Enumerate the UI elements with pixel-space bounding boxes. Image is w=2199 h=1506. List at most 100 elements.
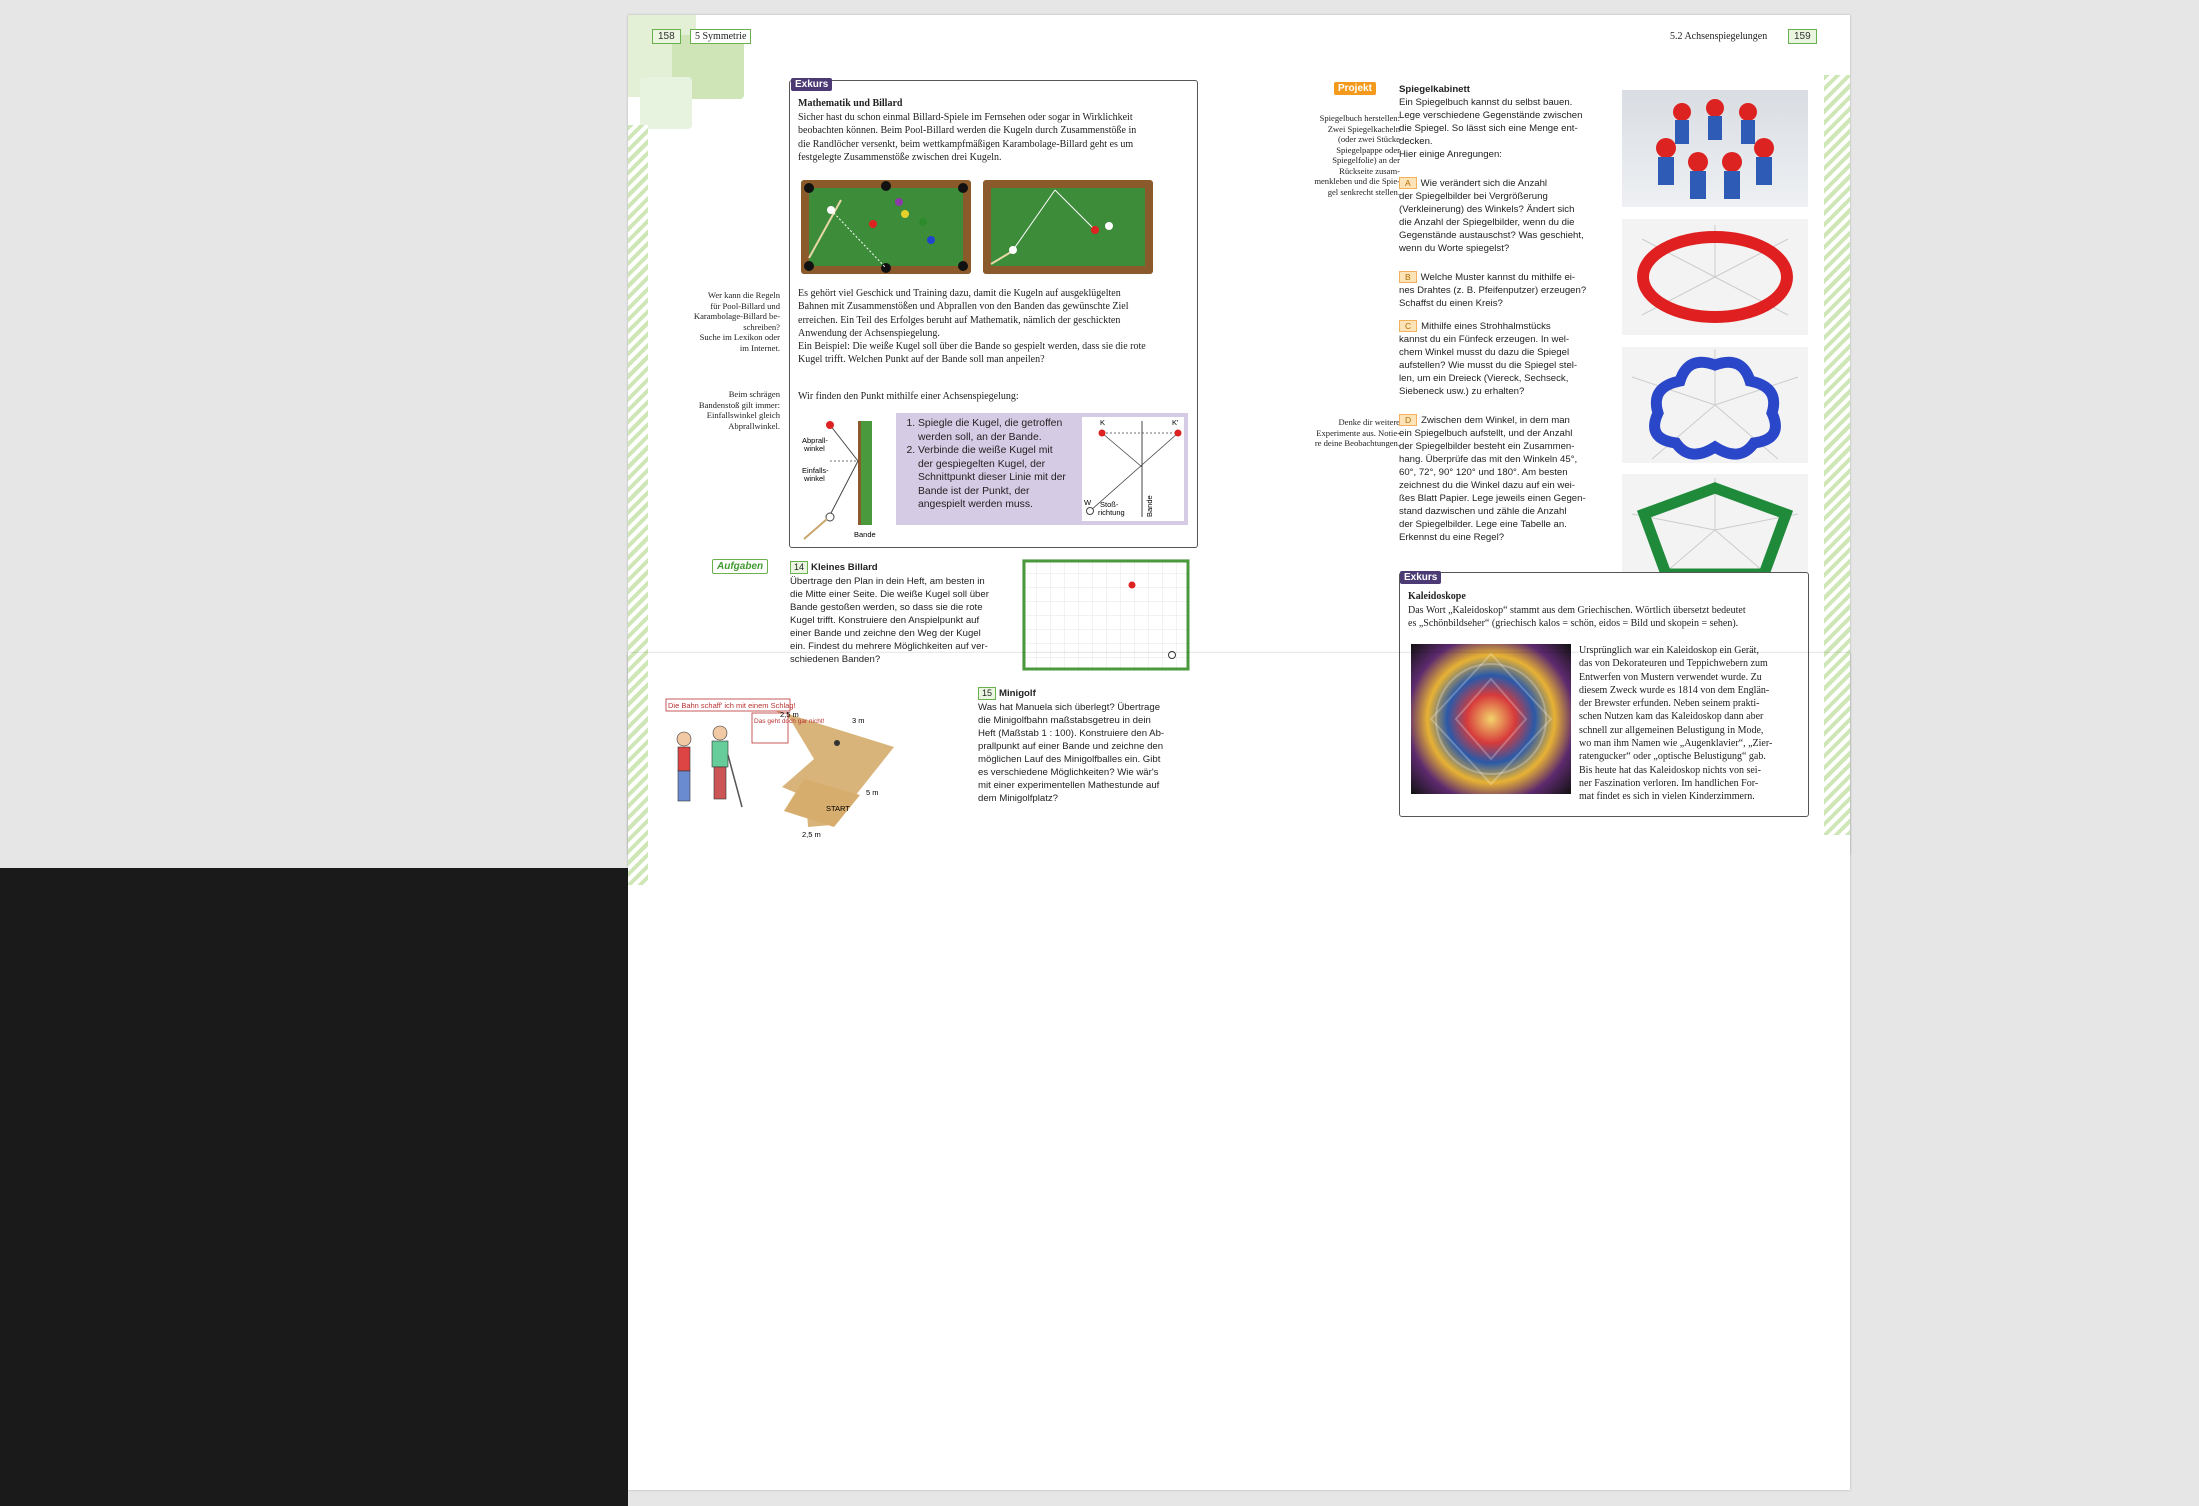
ball-k bbox=[1098, 429, 1106, 437]
dim-25m-bottom: 2,5 m bbox=[802, 830, 821, 839]
photo-red-circle bbox=[1622, 219, 1808, 335]
line-k bbox=[1101, 432, 1143, 468]
cushion-border bbox=[1022, 653, 1190, 671]
text-line: D Zwischen dem Winkel, in dem man bbox=[1399, 414, 1604, 427]
text-line: Mithilfe eines Strohhalmstücks bbox=[1421, 321, 1551, 332]
ball-green bbox=[919, 218, 927, 226]
text-line: ein. Findest du mehrere Möglichkeiten au… bbox=[790, 641, 988, 652]
text-line: 60°, 72°, 90° 120° und 180°. Am besten bbox=[1399, 467, 1568, 478]
margin-note-pool-rules: Wer kann die Regeln für Pool-Billard und… bbox=[658, 290, 780, 353]
line-w-kprime bbox=[1089, 432, 1179, 512]
margin-note-experiments: Denke dir weitere Experimente aus. Notie… bbox=[1288, 417, 1400, 449]
ball-purple bbox=[895, 198, 903, 206]
pocket bbox=[804, 261, 814, 271]
text-line: Heft (Maßstab 1 : 100). Konstruiere den … bbox=[978, 728, 1165, 739]
path-line bbox=[829, 424, 859, 462]
grid-background bbox=[1022, 653, 1190, 671]
exkurs-tag: Exkurs bbox=[1400, 571, 1442, 584]
text-line: Ursprünglich war ein Kaleidoskop ein Ger… bbox=[1579, 645, 1759, 656]
text-line: Einfallswinkel gleich bbox=[706, 410, 780, 420]
steps-list: Spiegle die Kugel, die getroffen werden … bbox=[902, 417, 1067, 512]
white-ball bbox=[827, 206, 835, 214]
text-line: Kugel trifft. Welchen Punkt auf der Band… bbox=[798, 354, 1045, 366]
text-line: B Welche Muster kannst du mithilfe ei- bbox=[1399, 271, 1604, 284]
dim-25m-top: 2,5 m bbox=[780, 710, 799, 719]
step-1: Spiegle die Kugel, die getroffen werden … bbox=[918, 417, 1067, 444]
photo-figures-mirror bbox=[1622, 90, 1808, 207]
mirror-construction-diagram: K K' W Stoß- richtung Bande bbox=[1082, 417, 1184, 521]
text-line: Experimente aus. Notie- bbox=[1316, 427, 1400, 438]
task-14-text: Übertrage den Plan in dein Heft, am best… bbox=[790, 653, 1025, 666]
text-line: schiedenen Banden? bbox=[790, 654, 881, 665]
text-line: einer Bande und zeichne den Weg der Kuge… bbox=[790, 628, 981, 639]
text-line: chem Winkel musst du dazu die Spiegel bbox=[1399, 347, 1570, 358]
table-felt bbox=[991, 188, 1145, 266]
viewer-background-strip bbox=[0, 868, 628, 1506]
chapter-label: 5 Symmetrie bbox=[690, 29, 752, 44]
pocket bbox=[958, 261, 968, 271]
angle-diagram: Abprall- winkel Einfalls- winkel Bande bbox=[802, 421, 876, 540]
text-line: Das Wort „Kaleidoskop“ stammt aus dem Gr… bbox=[1408, 605, 1746, 616]
speech-text-2: Das geht doch gar nicht! bbox=[754, 718, 825, 725]
task-number: 15 bbox=[978, 687, 997, 700]
text-line: A Wie verändert sich die Anzahl bbox=[1399, 177, 1604, 190]
text-line: Spiegelbuch herstellen: bbox=[1319, 113, 1400, 123]
text-line: ein Spiegelbuch aufstellt, und der Anzah… bbox=[1399, 428, 1573, 439]
text-line: Schaffst du einen Kreis? bbox=[1399, 298, 1503, 309]
page-spread-2[interactable]: 158 5 Symmetrie 5.2 Achsenspiegelungen 1… bbox=[628, 653, 1850, 1490]
text-line: kannst du ein Fünfeck erzeugen. In wel- bbox=[1399, 334, 1570, 345]
golf-hole bbox=[834, 740, 840, 746]
projekt-item-d: D Zwischen dem Winkel, in dem man ein Spi… bbox=[1399, 414, 1604, 544]
text-line: Was hat Manuela sich überlegt? Übertrage bbox=[978, 702, 1161, 713]
cushion-edge bbox=[858, 421, 861, 525]
exkurs-kaleidoskop-text: Ursprünglich war ein Kaleidoskop ein Ger… bbox=[1579, 653, 1805, 804]
speech-text-1: Die Bahn schaff' ich mit einem Schlag! bbox=[668, 701, 796, 710]
projekt-tag: Projekt bbox=[1334, 82, 1376, 95]
text-line: prallpunkt auf einer Bande und zeichne d… bbox=[978, 741, 1164, 752]
einfall-label-2: winkel bbox=[803, 474, 825, 483]
red-ball bbox=[1128, 581, 1136, 589]
exkurs-kaleidoskop-title: Kaleidoskope bbox=[1408, 591, 1466, 602]
exkurs-billard-intro: Sicher hast du schon einmal Billard-Spie… bbox=[798, 111, 1193, 164]
text-line: schnell zur allgemeinen Belustigung in M… bbox=[1579, 724, 1764, 736]
pocket bbox=[881, 181, 891, 191]
label-richtung: richtung bbox=[1098, 508, 1125, 517]
text-line: der Spiegelbilder besteht ein Zusammen- bbox=[1399, 441, 1575, 452]
text-line: nes Drahtes (z. B. Pfeifenputzer) erzeug… bbox=[1399, 285, 1587, 296]
ball-w bbox=[1086, 507, 1094, 515]
text-line: Übertrage den Plan in dein Heft, am best… bbox=[790, 576, 985, 587]
cushion-band bbox=[860, 421, 872, 525]
cue-stick bbox=[990, 251, 1012, 265]
text-line: len, um ein Dreieck (Viereck, Sechseck, bbox=[1399, 373, 1569, 384]
text-line: Entwerfen von Mustern verwendet wurde. Z… bbox=[1579, 671, 1762, 683]
photo-kaleidoscope bbox=[1411, 653, 1571, 794]
text-line: ßes Blatt Papier. Lege jeweils einen Geg… bbox=[1399, 493, 1586, 504]
text-line: hang. Überprüfe das mit den Winkeln 45°, bbox=[1399, 454, 1578, 465]
text-line: Sicher hast du schon einmal Billard-Spie… bbox=[798, 112, 1133, 123]
text-line: Suche im Lexikon oder bbox=[699, 332, 780, 342]
text-line: Kugel trifft. Konstruiere den Anspielpun… bbox=[790, 615, 980, 626]
red-ball bbox=[826, 421, 834, 429]
letter-badge: B bbox=[1399, 271, 1417, 283]
text-line: Denke dir weitere bbox=[1338, 417, 1400, 427]
start-label: START bbox=[826, 804, 850, 813]
text-line: Erkennst du eine Regel? bbox=[1399, 532, 1505, 543]
label-stoss: Stoß- bbox=[1100, 500, 1119, 509]
cue-stick bbox=[808, 199, 842, 259]
text-line: Bandenstoß gilt immer: bbox=[698, 399, 780, 410]
text-line: Lege verschiedene Gegenstände zwischen bbox=[1399, 110, 1583, 121]
text-line: der Spiegelbilder bei Vergrößerung bbox=[1399, 191, 1548, 202]
kid-body bbox=[677, 746, 691, 772]
abprall-label: Abprall- bbox=[802, 436, 828, 445]
text-line: Zwei Spiegelkacheln bbox=[1327, 123, 1400, 134]
text-line: festgelegte Zusammenstöße zwischen drei … bbox=[798, 151, 1002, 163]
kid-body-2 bbox=[711, 740, 729, 768]
label-w: W bbox=[1084, 498, 1092, 507]
bande-label: Bande bbox=[854, 530, 876, 539]
text-line: schreiben? bbox=[743, 321, 780, 332]
text-line: Ein Spiegelbuch kannst du selbst bauen. bbox=[1399, 97, 1573, 108]
text-line: Wie verändert sich die Anzahl bbox=[1420, 178, 1548, 189]
minigolf-cartoon: Die Bahn schaff' ich mit einem Schlag! D… bbox=[665, 698, 894, 839]
text-line: decken. bbox=[1399, 136, 1433, 147]
text-line: zeichnest du die Winkel dazu auf ein wei… bbox=[1399, 480, 1575, 491]
